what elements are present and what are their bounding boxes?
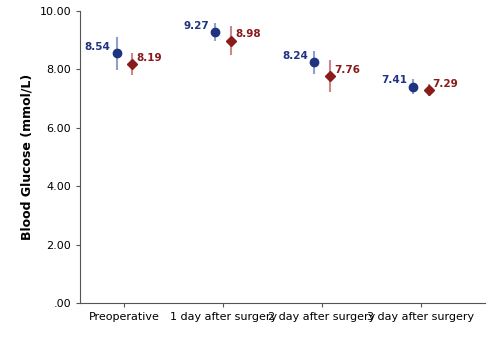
Text: 8.98: 8.98 <box>235 29 260 39</box>
Text: 7.41: 7.41 <box>381 75 407 85</box>
Text: 9.27: 9.27 <box>184 21 210 31</box>
Y-axis label: Blood Glucose (mmol/L): Blood Glucose (mmol/L) <box>21 74 34 240</box>
Text: 7.29: 7.29 <box>432 79 458 89</box>
Text: 8.19: 8.19 <box>136 52 162 62</box>
Text: 8.24: 8.24 <box>282 51 308 61</box>
Text: 8.54: 8.54 <box>84 42 110 52</box>
Text: 7.76: 7.76 <box>334 65 360 75</box>
